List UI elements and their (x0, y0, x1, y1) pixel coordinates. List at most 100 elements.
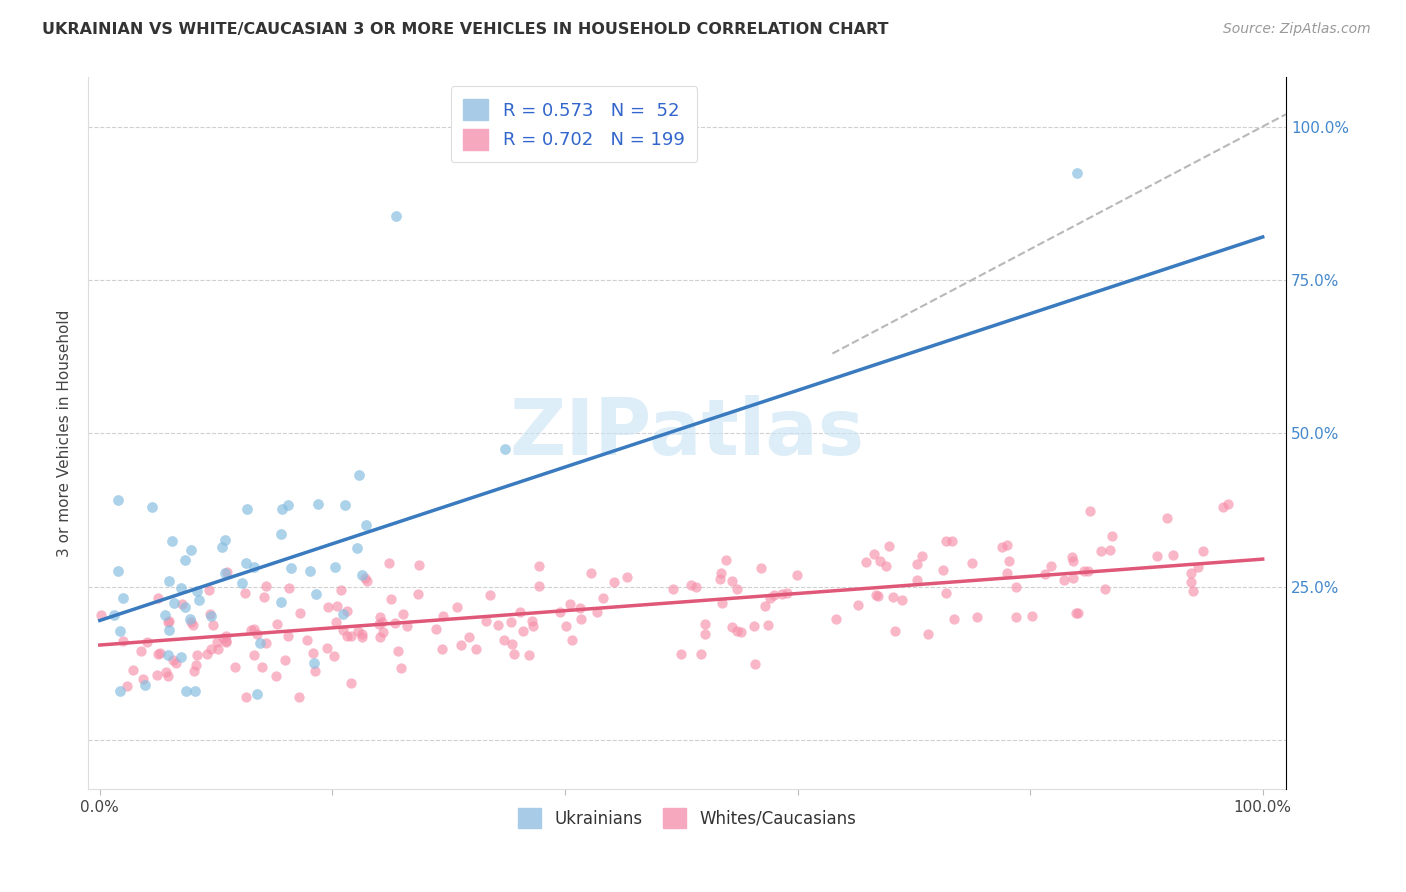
Point (569, 601, 592, 615)
Legend: Ukrainians, Whites/Caucasians: Ukrainians, Whites/Caucasians (512, 802, 863, 834)
Point (186, 657, 208, 672)
Point (548, 606, 571, 620)
Point (233, 586, 256, 600)
Point (235, 556, 257, 570)
Point (592, 591, 614, 606)
Point (432, 609, 454, 624)
Point (754, 599, 776, 613)
Point (186, 584, 208, 599)
Point (406, 587, 429, 601)
Point (377, 556, 399, 570)
Point (215, 629, 238, 643)
Point (183, 684, 205, 698)
Point (340, 629, 363, 643)
Point (905, 558, 928, 572)
Point (744, 657, 766, 671)
Point (1078, 504, 1101, 518)
Point (1066, 165, 1088, 179)
Point (1040, 559, 1063, 574)
Point (198, 583, 221, 598)
Point (347, 624, 370, 638)
Point (391, 607, 413, 622)
Point (396, 619, 419, 633)
Point (264, 669, 287, 683)
Point (758, 617, 780, 632)
Point (188, 593, 211, 607)
Point (157, 669, 180, 683)
Point (205, 635, 228, 649)
Point (304, 656, 326, 670)
Point (326, 599, 349, 613)
Point (486, 618, 509, 632)
Point (111, 591, 134, 605)
Point (825, 611, 848, 625)
Point (305, 587, 328, 601)
Point (884, 624, 907, 638)
Point (569, 612, 592, 626)
Point (905, 573, 928, 587)
Point (770, 586, 793, 600)
Point (693, 627, 716, 641)
Point (522, 619, 544, 633)
Point (558, 597, 581, 611)
Point (200, 607, 222, 622)
Point (368, 617, 391, 632)
Point (554, 619, 576, 633)
Point (90, 607, 112, 622)
Point (246, 627, 269, 641)
Point (446, 599, 468, 614)
Point (425, 623, 447, 637)
Point (170, 649, 193, 664)
Point (350, 627, 373, 641)
Point (134, 678, 156, 692)
Point (1094, 582, 1116, 596)
Point (350, 568, 373, 582)
Text: Source: ZipAtlas.com: Source: ZipAtlas.com (1223, 22, 1371, 37)
Point (512, 624, 534, 638)
Point (274, 653, 297, 667)
Point (1077, 564, 1099, 578)
Point (561, 632, 583, 647)
Point (277, 498, 299, 512)
Point (135, 635, 157, 649)
Point (695, 617, 717, 632)
Point (212, 631, 235, 645)
Point (368, 610, 391, 624)
Point (494, 442, 516, 457)
Point (330, 582, 353, 597)
Point (863, 547, 886, 561)
Point (217, 565, 239, 579)
Point (180, 615, 202, 629)
Point (207, 641, 229, 656)
Point (235, 690, 257, 705)
Point (316, 600, 339, 615)
Point (709, 572, 731, 586)
Point (347, 468, 370, 483)
Point (879, 539, 901, 553)
Point (266, 616, 288, 631)
Point (1060, 549, 1083, 564)
Point (855, 555, 877, 569)
Point (786, 568, 808, 582)
Point (132, 672, 155, 686)
Point (661, 582, 683, 596)
Point (215, 633, 238, 648)
Point (370, 615, 392, 629)
Point (295, 633, 318, 648)
Point (391, 661, 413, 675)
Point (239, 623, 262, 637)
Point (1062, 571, 1084, 585)
Point (519, 648, 541, 663)
Y-axis label: 3 or more Vehicles in Household: 3 or more Vehicles in Household (58, 310, 72, 557)
Point (211, 541, 233, 555)
Point (935, 534, 957, 549)
Point (354, 571, 377, 585)
Point (865, 588, 887, 602)
Point (1099, 542, 1122, 557)
Point (200, 608, 222, 623)
Point (450, 638, 472, 652)
Point (776, 586, 799, 600)
Point (995, 538, 1018, 552)
Point (492, 632, 515, 647)
Point (157, 574, 180, 588)
